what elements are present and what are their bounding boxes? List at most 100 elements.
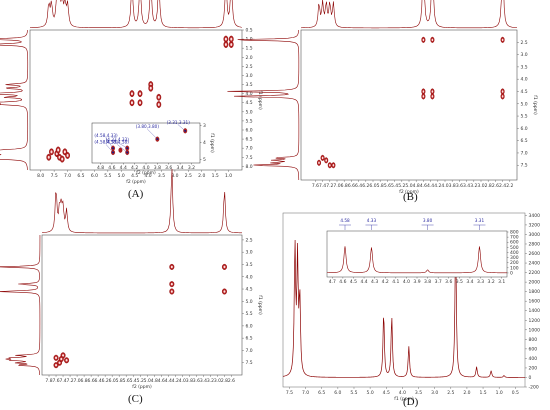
inset-y-tick-label: 4 [203, 140, 206, 146]
inset-x-tick-label: 4.1 [392, 279, 399, 285]
y-tick-label: 5.5 [246, 311, 253, 317]
inset-y-tick-label: 200 [510, 260, 519, 266]
x-tick-label: 6.0 [334, 390, 341, 396]
x-tick-label: 5.8 [116, 378, 123, 384]
inset-y-tick-label: 400 [510, 250, 519, 256]
inset-annotation-marker [126, 147, 129, 150]
y-tick-label: 600 [529, 346, 538, 352]
integral-bracket [365, 224, 378, 230]
panel-d: 7.5 7.0 6.5 6.0 5.5 5.0 4.5 4.0 3.5 3.0 2.5 2.0 1.5 1… [275, 205, 550, 410]
y-tick-label: 3.0 [521, 52, 528, 58]
inset-annotation-leader [178, 124, 186, 131]
y-axis-label: f1 (ppm) [257, 90, 263, 110]
cross-peak-core [501, 38, 504, 42]
y-tick-label: 3.5 [246, 82, 253, 88]
x-tick-label: 4.5 [383, 390, 390, 396]
y-tick-label: 2600 [529, 251, 541, 257]
top-projection-trace [29, 0, 243, 29]
x-tick-label: 6.2 [362, 183, 369, 189]
cross-peak-core [170, 290, 173, 293]
x-tick-label: 7.2 [326, 183, 333, 189]
cross-peak-core [58, 361, 61, 364]
inset-annotation-leader [105, 138, 114, 149]
integral-label: 4.33 [367, 218, 377, 223]
inset-y-tick-label: 5 [203, 157, 206, 163]
integral-bracket [421, 224, 434, 230]
y-tick-label: 4.5 [521, 89, 528, 95]
x-tick-label: 7.4 [59, 378, 66, 384]
y-tick-label: 2000 [529, 280, 541, 286]
plot-frame [29, 29, 243, 171]
inset-y-tick-label: 800 [510, 230, 519, 236]
y-tick-label: 6.5 [521, 138, 528, 144]
x-tick-label: 6.6 [88, 378, 95, 384]
inset-annotation-marker [126, 151, 129, 154]
inset-x-tick-label: 4.0 [403, 279, 410, 285]
x-tick-label: 8.0 [37, 173, 44, 179]
y-tick-label: 6.5 [246, 137, 253, 143]
x-tick-label: 3.0 [477, 183, 484, 189]
y-tick-label: 2400 [529, 261, 541, 267]
x-tick-label: 7.0 [64, 173, 71, 179]
y-tick-label: 1200 [529, 318, 541, 324]
panel-b-label: (B) [403, 191, 418, 203]
y-tick-label: 1600 [529, 299, 541, 305]
y-tick-label: 7.0 [246, 348, 253, 354]
inset-spectrum-trace [326, 246, 507, 274]
panel-c-label: (C) [128, 393, 143, 405]
panel-d-plot: 7.5 7.0 6.5 6.0 5.5 5.0 4.5 4.0 3.5 3.0 2.5 2.0 1.5 1… [282, 212, 541, 402]
y-tick-label: 7.5 [246, 360, 253, 366]
inset-annotation-marker [112, 147, 115, 150]
panel-b: 7.6 7.4 7.2 7.0 6.8 6.6 6.4 6.2 6.0 5.8 5.6 5.4 5.2 5… [227, 0, 550, 205]
x-tick-label: 7.5 [286, 390, 293, 396]
inset-x-tick-label: 4.0 [142, 165, 149, 171]
x-tick-label: 4.4 [165, 378, 172, 384]
cross-peak-core [157, 95, 160, 99]
x-tick-label: 5.2 [398, 183, 405, 189]
x-tick-label: 4.0 [179, 378, 186, 384]
cross-peak-core [170, 265, 173, 269]
y-tick-label: 8.0 [246, 164, 253, 170]
plot-frame [300, 29, 518, 181]
cross-peak-core [501, 95, 504, 98]
x-tick-label: 6.0 [109, 378, 116, 384]
x-tick-label: 3.4 [463, 183, 470, 189]
cross-peak-core [325, 159, 328, 162]
left-projection-trace [0, 235, 41, 376]
inset-annotation-marker [112, 151, 115, 154]
x-tick-label: 3.0 [214, 378, 221, 384]
inset-x-tick-label: 3.6 [445, 279, 452, 285]
cross-peak-core [66, 154, 69, 157]
inset-annotation-label: (4.58,4.58) [94, 139, 118, 144]
integral-label: 4.58 [340, 218, 350, 223]
y-tick-label: 6.0 [521, 126, 528, 132]
x-tick-label: 2.6 [228, 378, 235, 384]
plot-frame [41, 234, 243, 376]
cross-peak-core [60, 357, 63, 361]
x-tick-label: 4.5 [131, 173, 138, 179]
y-tick-label: 3200 [529, 222, 541, 228]
cross-peak-core [224, 43, 227, 46]
x-axis-label: f2 (ppm) [126, 179, 146, 185]
inset-x-tick-label: 3.4 [177, 165, 184, 171]
x-tick-label: 7.8 [45, 378, 52, 384]
x-tick-label: 7.6 [52, 378, 59, 384]
panel-d-label: (D) [403, 396, 419, 408]
panel-c-plot: 7.8 7.6 7.4 7.2 7.0 6.8 6.6 6.4 6.2 6.0 5.8 5.6 5.4 5… [0, 168, 263, 390]
y-axis-label: f1 (ppm) [532, 95, 538, 115]
cross-peak-core [332, 163, 335, 167]
x-tick-label: 5.0 [118, 173, 125, 179]
cross-peak-core [328, 163, 331, 167]
y-tick-label: 3000 [529, 232, 541, 238]
x-tick-label: 2.4 [499, 183, 506, 189]
x-tick-label: 6.8 [341, 183, 348, 189]
x-tick-label: 5.2 [137, 378, 144, 384]
panel-a-label: (A) [128, 188, 144, 200]
cross-peak-core [230, 43, 233, 46]
y-tick-label: 4.0 [521, 77, 528, 83]
y-tick-label: 4.5 [246, 100, 253, 106]
inset-x-tick-label: 3.4 [466, 279, 473, 285]
y-tick-label: 2200 [529, 270, 541, 276]
inset-x-tick-label: 4.5 [350, 279, 357, 285]
y-tick-label: 3.0 [246, 250, 253, 256]
